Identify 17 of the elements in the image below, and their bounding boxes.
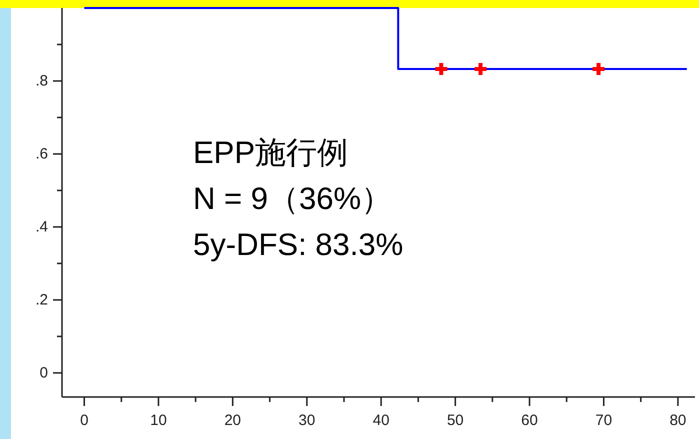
y-tick-label: .6 [35,145,48,162]
y-tick-label: 0 [40,364,48,382]
y-tick-label: .4 [35,218,48,236]
x-tick-label: 10 [150,412,167,429]
annotation: EPP施行例 [193,135,348,170]
x-tick-label: 40 [372,412,390,429]
x-tick-label: 0 [80,412,88,429]
x-tick-label: 20 [224,412,242,429]
x-tick-label: 80 [670,412,686,429]
annotation: N = 9（36%） [193,181,392,216]
annotation: 5y-DFS: 83.3% [193,227,404,262]
x-tick-label: 30 [298,412,316,429]
y-tick-label: .2 [35,291,48,308]
x-tick-label: 60 [521,412,538,429]
x-tick-label: 50 [446,412,464,429]
x-tick-label: 70 [595,412,612,429]
y-tick-label: .8 [35,72,48,90]
